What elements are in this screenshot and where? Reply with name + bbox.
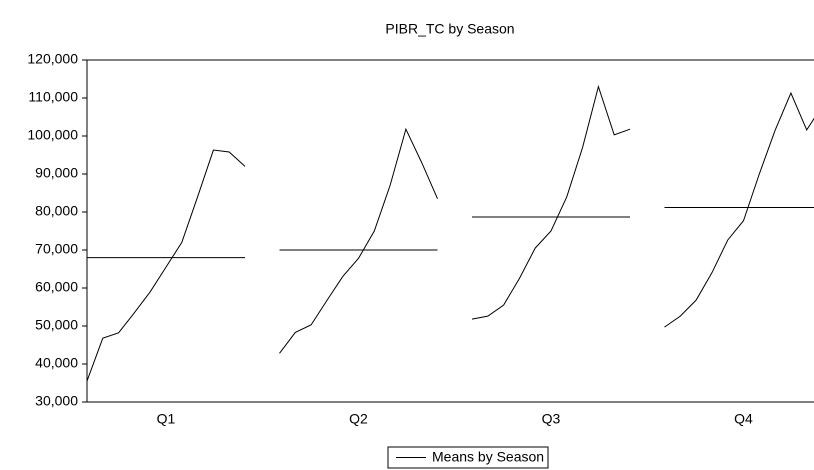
y-tick-label: 110,000	[28, 89, 78, 105]
y-tick-label: 120,000	[27, 51, 78, 67]
y-tick-label: 30,000	[35, 393, 78, 409]
season-line	[664, 91, 814, 328]
chart-title: PIBR_TC by Season	[385, 21, 514, 37]
season-line	[87, 149, 246, 382]
season-line	[279, 127, 438, 354]
x-tick-label: Q2	[349, 411, 368, 427]
legend-box	[387, 446, 549, 469]
y-tick-label: 90,000	[35, 165, 78, 181]
x-tick-label: Q1	[157, 411, 176, 427]
y-tick-label: 60,000	[35, 279, 78, 295]
season-line	[471, 84, 631, 320]
plot-area	[87, 84, 814, 382]
legend-label: Means by Season	[432, 449, 544, 465]
x-tick-label: Q4	[734, 411, 753, 427]
x-tick-label: Q3	[542, 411, 561, 427]
y-tick-label: 70,000	[35, 241, 78, 257]
y-tick-label: 50,000	[35, 317, 78, 333]
y-tick-label: 40,000	[35, 355, 78, 371]
y-tick-label: 100,000	[27, 127, 78, 143]
y-tick-label: 80,000	[35, 203, 78, 219]
